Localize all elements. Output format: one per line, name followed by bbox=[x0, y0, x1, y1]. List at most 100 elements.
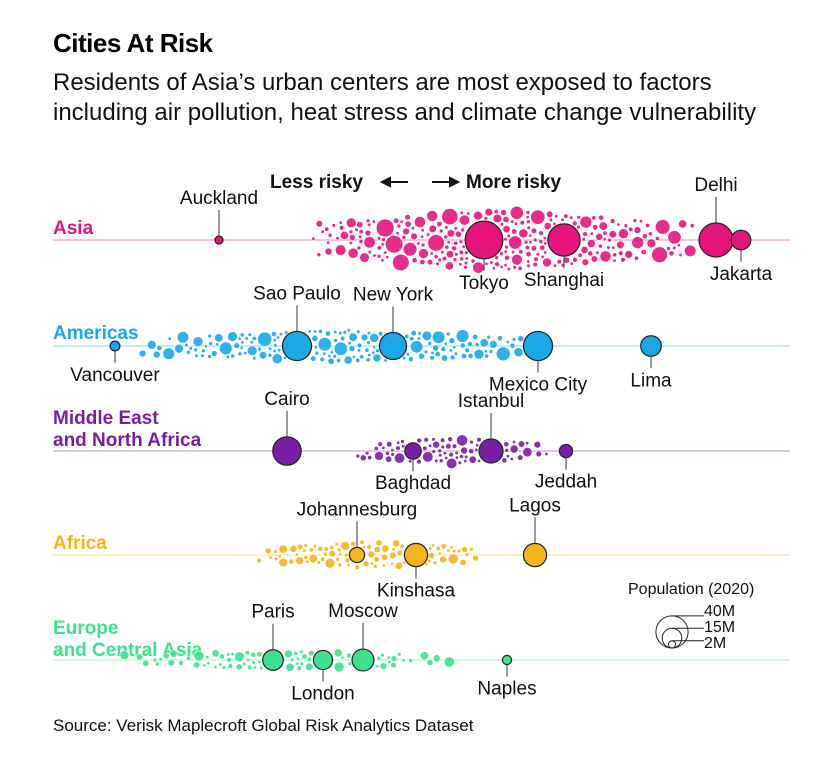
city-bubble bbox=[444, 225, 449, 230]
city-bubble bbox=[332, 354, 337, 359]
city-bubble bbox=[540, 254, 545, 259]
city-bubble bbox=[422, 445, 428, 452]
city-bubble bbox=[399, 543, 405, 549]
city-bubble bbox=[268, 346, 273, 351]
city-label: Vancouver bbox=[70, 365, 160, 386]
city-bubble bbox=[473, 348, 485, 360]
city-bubble bbox=[381, 544, 390, 553]
city-bubble bbox=[377, 331, 384, 337]
city-bubble bbox=[322, 551, 328, 557]
city-bubble bbox=[329, 544, 335, 550]
city-bubble bbox=[430, 350, 435, 355]
city-label: London bbox=[291, 684, 354, 705]
city-bubble bbox=[221, 665, 226, 670]
city-bubble bbox=[400, 439, 405, 444]
city-bubble bbox=[616, 240, 625, 250]
city-bubble bbox=[456, 548, 462, 554]
annotated-city-bubble bbox=[478, 438, 504, 464]
region-label: Asia bbox=[53, 218, 94, 239]
city-bubble bbox=[364, 347, 370, 353]
city-bubble bbox=[226, 656, 232, 663]
city-bubble bbox=[351, 354, 356, 359]
annotated-city-bubble bbox=[464, 220, 504, 260]
city-bubble bbox=[447, 436, 453, 443]
city-bubble bbox=[271, 353, 283, 364]
city-bubble bbox=[454, 455, 459, 460]
city-label: Istanbul bbox=[458, 391, 525, 412]
city-bubble bbox=[367, 222, 372, 227]
city-bubble bbox=[429, 251, 434, 256]
city-bubble bbox=[419, 651, 429, 661]
city-bubble bbox=[407, 356, 414, 362]
city-bubble bbox=[552, 263, 557, 268]
city-bubble bbox=[390, 655, 398, 662]
city-bubble bbox=[506, 233, 511, 239]
city-bubble bbox=[423, 437, 429, 443]
city-bubble bbox=[494, 255, 499, 260]
city-bubble bbox=[275, 335, 280, 340]
city-bubble bbox=[338, 225, 345, 231]
city-bubble bbox=[379, 662, 388, 670]
city-bubble bbox=[416, 437, 423, 444]
city-bubble bbox=[513, 347, 524, 358]
chart-subtitle: Residents of Asia’s urban centers are mo… bbox=[53, 69, 757, 126]
city-bubble bbox=[427, 234, 445, 252]
city-bubble bbox=[431, 449, 436, 454]
city-bubble bbox=[270, 331, 277, 337]
city-bubble bbox=[163, 652, 170, 660]
city-bubble bbox=[651, 246, 668, 263]
city-bubble bbox=[136, 653, 144, 661]
city-bubble bbox=[457, 460, 463, 465]
city-bubble bbox=[267, 352, 273, 358]
city-bubble bbox=[422, 451, 434, 463]
city-bubble bbox=[576, 224, 581, 230]
city-bubble bbox=[678, 253, 683, 258]
city-bubble bbox=[504, 244, 509, 250]
city-bubble bbox=[432, 344, 440, 352]
city-bubble bbox=[176, 331, 189, 344]
city-bubble bbox=[410, 340, 424, 354]
city-bubble bbox=[381, 553, 389, 561]
city-bubble bbox=[446, 548, 451, 553]
city-bubble bbox=[464, 552, 470, 557]
city-bubble bbox=[458, 262, 463, 267]
city-bubble bbox=[495, 346, 511, 362]
city-bubble bbox=[313, 543, 318, 549]
city-bubble bbox=[459, 558, 467, 566]
city-bubble bbox=[336, 358, 342, 364]
city-bubble bbox=[459, 342, 466, 349]
city-bubble bbox=[684, 244, 697, 257]
city-bubble bbox=[239, 345, 244, 350]
city-bubble bbox=[468, 448, 475, 454]
city-bubble bbox=[618, 228, 629, 239]
city-bubble bbox=[410, 232, 418, 241]
city-bubble bbox=[311, 236, 316, 241]
city-bubble bbox=[434, 351, 441, 357]
city-bubble bbox=[666, 246, 671, 251]
city-bubble bbox=[252, 335, 258, 341]
city-bubble bbox=[317, 328, 323, 334]
city-bubble bbox=[348, 240, 353, 245]
city-bubble bbox=[371, 350, 376, 355]
city-bubble bbox=[427, 341, 433, 346]
city-bubble bbox=[347, 341, 352, 346]
city-bubble bbox=[384, 450, 390, 456]
city-bubble bbox=[247, 345, 258, 356]
city-bubble bbox=[467, 352, 474, 359]
city-bubble bbox=[432, 560, 438, 566]
city-bubble bbox=[339, 230, 349, 240]
city-bubble bbox=[375, 664, 380, 669]
annotated-city-bubble bbox=[522, 330, 554, 362]
size-legend-value: 15M bbox=[704, 619, 735, 636]
city-bubble bbox=[246, 657, 251, 663]
city-bubble bbox=[381, 237, 386, 242]
city-bubble bbox=[207, 354, 212, 359]
annotated-city-bubble bbox=[262, 649, 284, 671]
city-bubble bbox=[381, 445, 386, 450]
city-bubble bbox=[364, 229, 372, 237]
city-bubble bbox=[348, 234, 356, 241]
city-bubble bbox=[528, 233, 533, 238]
city-bubble bbox=[587, 250, 594, 257]
city-bubble bbox=[644, 223, 650, 229]
city-bubble bbox=[525, 215, 530, 220]
